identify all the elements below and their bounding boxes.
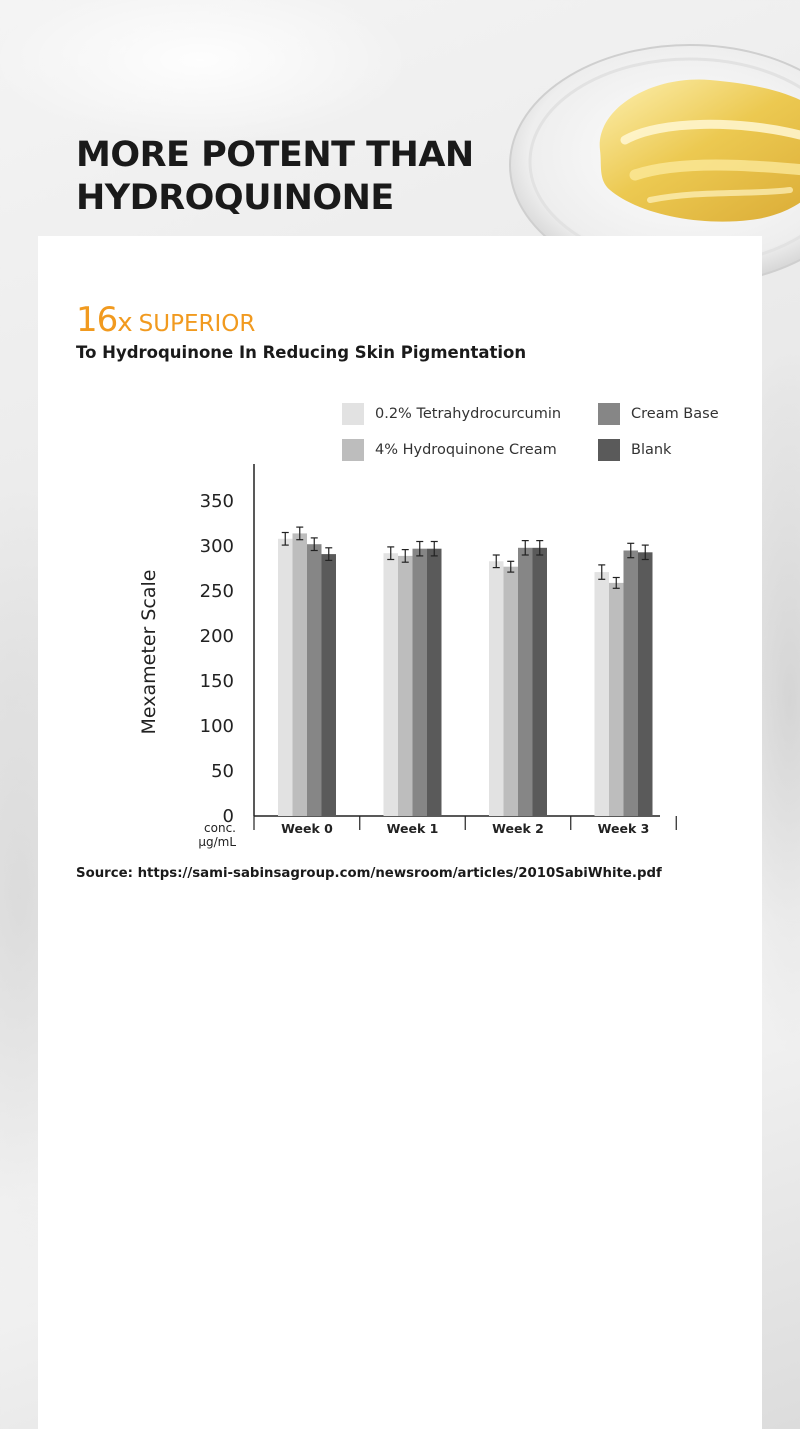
legend-swatch — [598, 439, 620, 461]
y-tick-label: 100 — [200, 716, 234, 737]
bar — [489, 561, 504, 816]
y-tick-label: 150 — [200, 671, 234, 692]
title-line-2: HYDROQUINONE — [76, 178, 394, 218]
highlight-stat: 16x SUPERIOR — [76, 300, 255, 340]
bar — [412, 548, 427, 816]
legend-item-cream-base: Cream Base — [598, 402, 719, 426]
y-tick-label: 0 — [223, 806, 234, 827]
x-corner-label-1: conc. — [204, 821, 236, 835]
highlight-word: SUPERIOR — [138, 311, 256, 337]
x-corner-label-2: µg/mL — [198, 835, 236, 849]
bar — [609, 582, 624, 816]
bar — [638, 552, 653, 816]
bar — [292, 533, 307, 816]
highlight-subtitle: To Hydroquinone In Reducing Skin Pigment… — [76, 343, 527, 362]
legend-label: Cream Base — [631, 406, 719, 422]
legend-swatch — [598, 403, 620, 425]
title-line-1: MORE POTENT THAN — [76, 135, 474, 175]
legend-label: 4% Hydroquinone Cream — [375, 442, 557, 458]
y-tick-label: 200 — [200, 626, 234, 647]
bar — [278, 538, 293, 816]
y-tick-label: 250 — [200, 581, 234, 602]
x-tick-label: Week 0 — [281, 821, 333, 836]
content-panel — [38, 236, 762, 1429]
legend-label: Blank — [631, 442, 672, 458]
bar — [383, 553, 398, 816]
bar — [518, 547, 533, 816]
legend-item-hydroquinone: 4% Hydroquinone Cream — [342, 438, 557, 462]
highlight-multiplier: x — [117, 308, 133, 338]
x-tick-label: Week 2 — [492, 821, 544, 836]
x-tick-label: Week 3 — [598, 821, 650, 836]
legend-swatch — [342, 403, 364, 425]
bar — [623, 550, 638, 816]
highlight-number: 16 — [76, 300, 118, 340]
bar — [503, 566, 518, 816]
y-tick-label: 50 — [211, 761, 234, 782]
bar — [398, 555, 413, 816]
y-tick-label: 350 — [200, 491, 234, 512]
bar — [307, 544, 322, 816]
legend-item-tetrahydrocurcumin: 0.2% Tetrahydrocurcumin — [342, 402, 561, 426]
cream-dish-image — [509, 44, 800, 286]
bar — [594, 572, 609, 816]
bar-chart: Mexameter Scale conc. µg/mL 0 50 100 150 200… — [138, 464, 677, 849]
source-citation: Source: https://sami-sabinsagroup.com/ne… — [76, 866, 662, 881]
legend-label: 0.2% Tetrahydrocurcumin — [375, 406, 562, 422]
bar — [532, 547, 547, 816]
legend-swatch — [342, 439, 364, 461]
page-title: MORE POTENT THAN HYDROQUINONE — [76, 134, 474, 220]
y-axis-label: Mexameter Scale — [138, 570, 160, 735]
bar — [427, 548, 442, 816]
legend-item-blank: Blank — [598, 438, 671, 462]
y-tick-label: 300 — [200, 536, 234, 557]
x-tick-label: Week 1 — [387, 821, 439, 836]
bar — [321, 554, 336, 816]
